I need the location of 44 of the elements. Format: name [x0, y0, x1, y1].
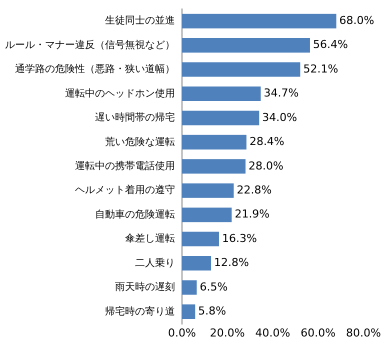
data-label: 28.0%: [248, 159, 284, 172]
bar: [182, 280, 197, 295]
y-tick-label: ヘルメット着用の遵守: [75, 184, 175, 196]
x-tick-label: 80.0%: [346, 326, 382, 340]
data-label: 22.8%: [236, 183, 272, 196]
y-tick-label: 運転中のヘッドホン使用: [65, 87, 175, 100]
y-tick-label: ルール・マナー違反（信号無視など）: [5, 38, 175, 51]
y-tick-label: 帰宅時の寄り道: [105, 305, 175, 318]
bar: [182, 208, 232, 222]
data-label: 68.0%: [339, 14, 374, 27]
bar: [182, 256, 212, 271]
bar: [182, 183, 234, 198]
bar: [182, 86, 261, 102]
y-tick-label: 生徒同士の並進: [105, 14, 175, 27]
y-tick-label: 雨天時の遅刻: [115, 281, 175, 294]
x-tick-label: 60.0%: [300, 326, 336, 340]
data-label: 5.8%: [198, 304, 226, 318]
data-label: 56.4%: [312, 38, 348, 52]
data-label: 21.9%: [234, 208, 270, 221]
y-tick-label: 傘差し運転: [125, 232, 175, 245]
x-tick-label: 40.0%: [255, 326, 290, 340]
y-tick-label: 荒い危険な運転: [105, 136, 175, 148]
x-tick-label: 20.0%: [210, 326, 245, 340]
bar: [182, 159, 246, 174]
y-tick-label: 通学路の危険性（悪路・狭い道幅）: [15, 63, 175, 76]
data-label: 6.5%: [200, 280, 228, 294]
bar: [182, 110, 260, 126]
data-label: 34.7%: [264, 86, 299, 100]
data-label: 16.3%: [222, 232, 257, 245]
bar: [182, 14, 336, 28]
y-tick-label: 遅い時間帯の帰宅: [95, 112, 175, 124]
bar: [182, 232, 219, 246]
y-tick-label: 運転中の携帯電話使用: [75, 160, 175, 172]
x-tick-label: 0.0%: [168, 326, 196, 340]
bar: [182, 38, 310, 53]
y-tick-label: 二人乗り: [135, 256, 175, 269]
data-label: 34.0%: [262, 110, 298, 124]
bar: [182, 304, 196, 319]
bar: [182, 62, 300, 77]
bar: [182, 134, 246, 150]
data-label: 52.1%: [303, 62, 338, 76]
y-tick-label: 自動車の危険運転: [95, 208, 175, 220]
data-label: 12.8%: [214, 256, 249, 270]
data-label: 28.4%: [249, 135, 284, 148]
